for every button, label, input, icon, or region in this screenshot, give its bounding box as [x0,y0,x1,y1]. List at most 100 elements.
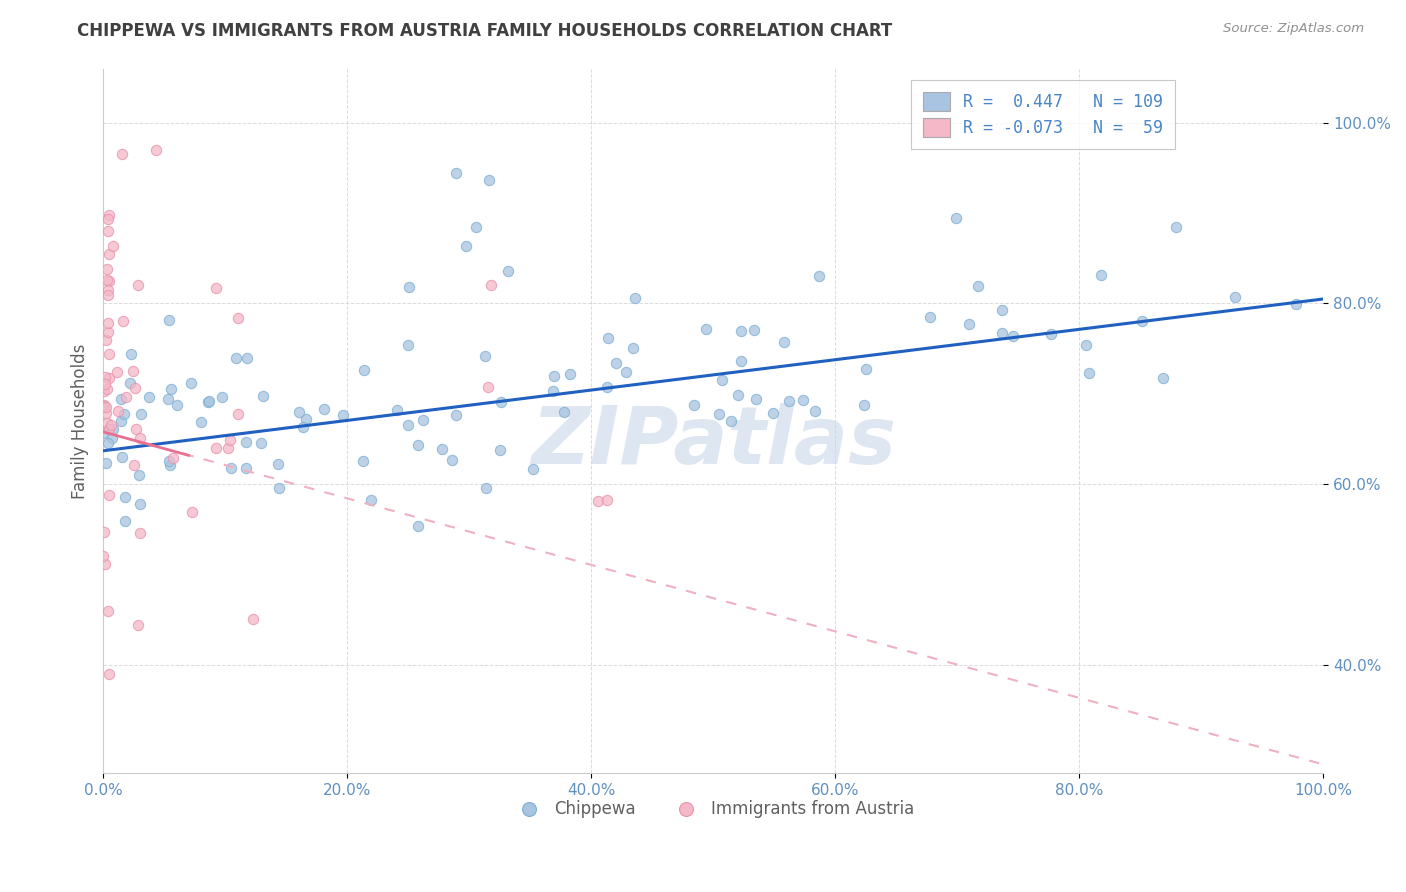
Point [180,376,202,390]
Point [98,207,121,221]
Point [807,269,830,284]
Point [93,525,115,540]
Point [97,288,120,302]
Point [541,384,564,398]
Point [360,493,382,508]
Point [121,364,143,378]
Point [128,431,150,445]
Point [96,262,118,277]
Point [157,454,180,468]
Point [855,361,877,376]
Point [122,458,145,473]
Point [287,405,309,419]
Point [792,393,814,408]
Point [91,425,114,440]
Point [560,367,582,381]
Point [162,451,184,466]
Point [398,280,420,294]
Point [267,481,290,495]
Point [853,398,876,412]
Point [100,417,122,432]
Point [97,212,120,227]
Point [120,347,142,361]
Point [97,422,120,436]
Point [242,612,264,626]
Point [252,389,274,403]
Point [957,317,980,331]
Point [412,413,434,427]
Point [221,460,243,475]
Point [489,442,512,457]
Point [444,408,467,422]
Point [94,369,117,384]
Point [96,406,118,420]
Point [605,356,627,370]
Point [225,351,247,365]
Point [111,314,134,328]
Point [267,457,290,471]
Point [101,422,124,436]
Point [97,283,120,297]
Point [97,316,120,330]
Point [720,414,742,428]
Point [110,414,132,428]
Point [138,390,160,404]
Point [396,338,419,352]
Point [945,211,967,226]
Point [96,382,118,396]
Point [742,323,765,337]
Point [159,458,181,472]
Point [477,380,499,394]
Point [226,408,249,422]
Point [496,264,519,278]
Point [1132,314,1154,328]
Point [1164,220,1187,235]
Point [464,219,486,234]
Point [94,401,117,415]
Point [745,392,768,407]
Point [489,395,512,409]
Point [94,333,117,347]
Point [683,398,706,412]
Point [166,398,188,412]
Point [93,398,115,412]
Point [596,380,619,394]
Point [295,412,318,426]
Point [114,514,136,528]
Text: CHIPPEWA VS IMMIGRANTS FROM AUSTRIA FAMILY HOUSEHOLDS CORRELATION CHART: CHIPPEWA VS IMMIGRANTS FROM AUSTRIA FAMI… [77,22,893,40]
Point [145,143,167,157]
Point [236,351,259,365]
Point [94,456,117,470]
Point [444,166,467,180]
Point [385,402,408,417]
Point [111,450,134,464]
Text: ZIPatlas: ZIPatlas [530,403,896,481]
Point [1076,338,1098,352]
Point [332,409,354,423]
Point [235,460,257,475]
Point [159,312,181,326]
Point [205,441,228,455]
Point [219,433,242,447]
Point [1002,329,1025,343]
Point [920,310,942,325]
Text: Source: ZipAtlas.com: Source: ZipAtlas.com [1223,22,1364,36]
Legend: Chippewa, Immigrants from Austria: Chippewa, Immigrants from Austria [506,794,921,825]
Point [93,400,115,414]
Point [124,381,146,395]
Point [762,406,785,420]
Point [112,407,135,421]
Point [456,239,478,253]
Point [118,376,141,390]
Point [250,436,273,450]
Point [352,454,374,468]
Point [614,365,637,379]
Point [197,395,219,409]
Point [778,393,800,408]
Point [218,441,240,455]
Point [621,341,644,355]
Point [94,557,117,571]
Point [804,403,827,417]
Point [1040,326,1063,341]
Point [291,420,314,434]
